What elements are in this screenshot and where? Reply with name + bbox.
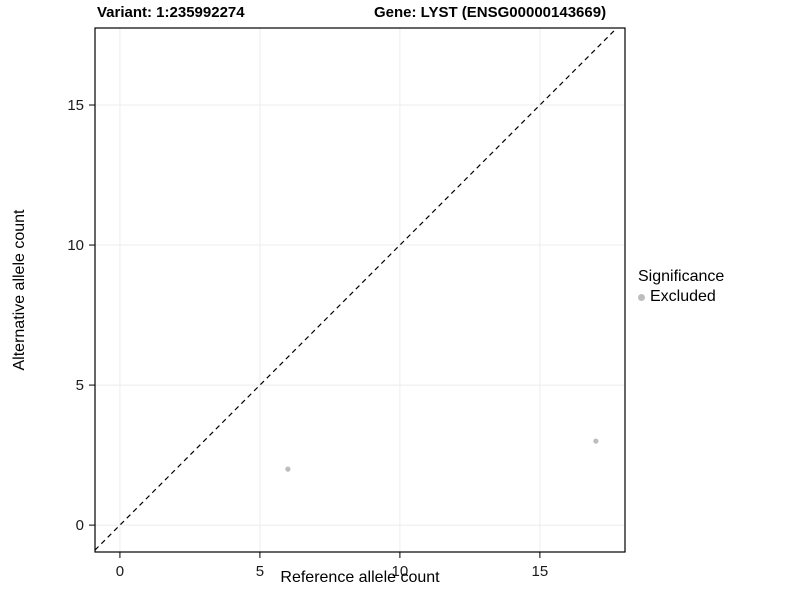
y-tick-label: 5 — [76, 377, 84, 394]
legend-point-icon — [638, 293, 645, 301]
legend-entry-label: Excluded — [650, 288, 716, 305]
plot-title-gene: Gene: LYST (ENSG00000143669) — [374, 4, 607, 21]
legend-title: Significance — [638, 268, 725, 285]
legend-entry: Excluded — [638, 288, 724, 306]
data-point — [285, 466, 291, 472]
plot-title-variant: Variant: 1:235992274 — [97, 4, 245, 21]
x-tick-label: 15 — [532, 563, 549, 580]
y-tick-label: 10 — [67, 237, 84, 254]
data-point — [593, 438, 599, 444]
legend: Significance Excluded — [638, 268, 724, 306]
x-tick-label: 10 — [392, 563, 409, 580]
identity-line — [94, 27, 618, 551]
y-tick-label: 15 — [67, 97, 84, 114]
y-tick-label: 0 — [76, 517, 84, 534]
x-tick-label: 5 — [256, 563, 264, 580]
panel-border — [94, 27, 626, 553]
x-tick-label: 0 — [116, 563, 124, 580]
x-axis-label: Reference allele count — [280, 569, 440, 586]
